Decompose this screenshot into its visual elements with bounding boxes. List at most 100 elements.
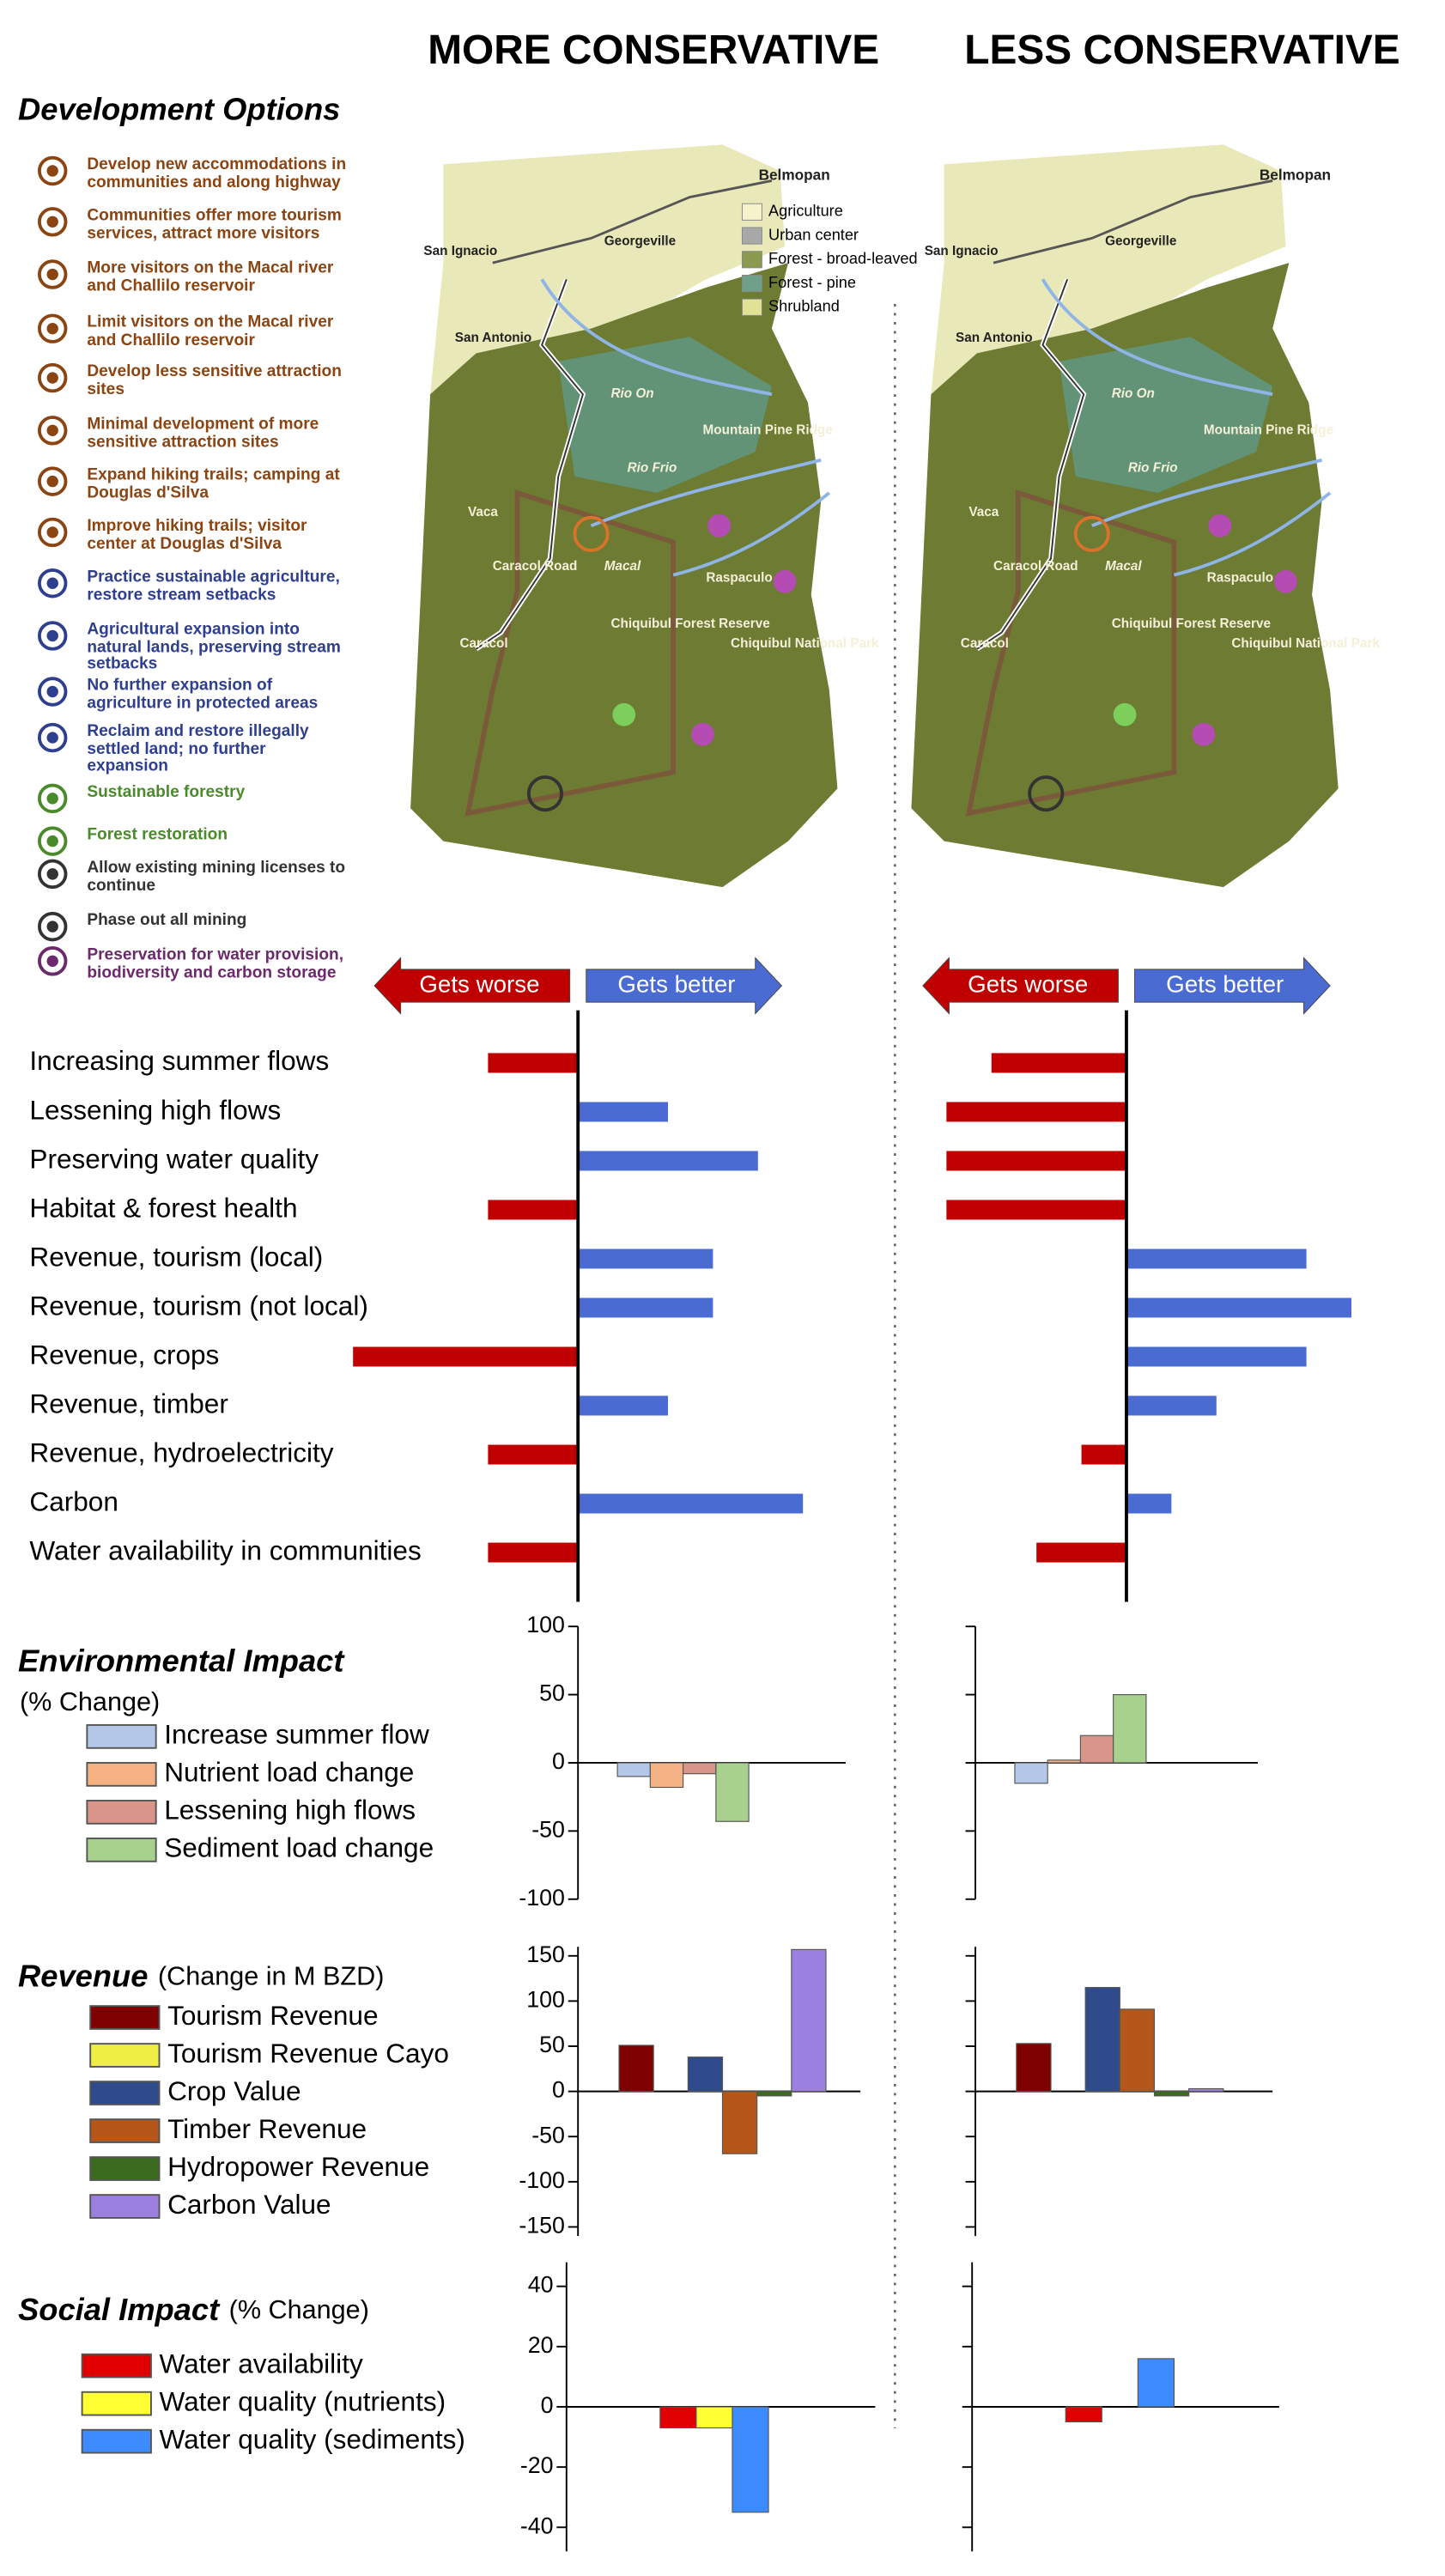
y-tick-label: 20 [528, 2332, 554, 2358]
option-label: Improve hiking trails; visitor center at… [87, 517, 307, 553]
category-label: Preserving water quality [29, 1143, 319, 1174]
legend-swatch [86, 1724, 157, 1749]
place-label: Mountain Pine Ridge [703, 422, 833, 437]
category-label: Revenue, tourism (local) [29, 1241, 323, 1272]
bar [1079, 1735, 1114, 1764]
bar [1119, 2008, 1156, 2093]
legend-label: Lessening high flows [164, 1795, 416, 1826]
option-label: Practice sustainable agriculture, restor… [87, 568, 340, 605]
bar [991, 1053, 1126, 1073]
y-tick-label: 0 [541, 2392, 554, 2418]
map-highway [993, 179, 1273, 264]
legend-label: Hydropower Revenue [167, 2151, 429, 2182]
chart-title-text: Revenue [18, 1958, 148, 1993]
map-pine [558, 337, 772, 493]
bar [721, 2091, 758, 2154]
y-tick-label: -50 [531, 2122, 565, 2148]
bar [1081, 1444, 1126, 1465]
chart-title: Environmental Impact [18, 1643, 345, 1678]
y-tick-label: 100 [526, 1612, 565, 1637]
y-tick-label: 40 [528, 2272, 554, 2298]
option-icon [37, 207, 68, 237]
option-icon-dot [46, 322, 58, 335]
map-agriculture [931, 144, 1286, 395]
bar [946, 1200, 1126, 1220]
map: Belmopan San Ignacio Georgeville San Antoni… [911, 144, 1380, 888]
bar [578, 1297, 713, 1318]
option-label: Preservation for water provision, biodiv… [87, 946, 344, 982]
map-reserve [965, 489, 1177, 817]
option-icon-dot [46, 372, 58, 384]
map-road-edge [976, 278, 1085, 650]
chart-title-text: Social Impact [18, 2292, 221, 2327]
place-label: San Antonio [956, 331, 1032, 345]
option-label: Forest restoration [87, 826, 228, 845]
bar [1153, 2091, 1190, 2097]
option-icon-dot [46, 216, 58, 228]
legend-swatch [89, 2194, 161, 2219]
place-label: Raspaculo [1207, 571, 1273, 586]
place-label: San Ignacio [423, 244, 497, 258]
y-tick-label: -100 [519, 2167, 565, 2193]
place-label: Chiquibul Forest Reserve [1112, 617, 1271, 631]
option-label: Reclaim and restore illegally settled la… [87, 722, 309, 776]
option-label: Minimal development of more sensitive at… [87, 416, 319, 452]
bar [695, 2406, 733, 2429]
option-icon-dot [46, 526, 58, 538]
place-label: San Ignacio [925, 244, 999, 258]
chart-subtitle: (% Change) [229, 2295, 369, 2324]
bar [1126, 1493, 1172, 1514]
option-label: No further expansion of agriculture in p… [87, 677, 319, 713]
bar [1126, 1395, 1217, 1416]
bar [1047, 1759, 1081, 1764]
option-label: Sustainable forestry [87, 783, 246, 802]
bar [353, 1346, 579, 1367]
legend-label: Water availability [160, 2348, 363, 2379]
category-label: Carbon [29, 1485, 118, 1516]
option-icon-dot [46, 268, 58, 281]
place-label: Georgeville [1105, 234, 1176, 248]
bar [1126, 1346, 1307, 1367]
scenario-header: MORE CONSERVATIVE [428, 27, 879, 73]
arrow-better [1134, 957, 1331, 1015]
land-cover-label: Forest - pine [768, 274, 856, 291]
bar [756, 2091, 792, 2097]
map-icon [1208, 513, 1232, 538]
option-icon-dot [46, 793, 58, 805]
map-river [1041, 278, 1332, 577]
map: Belmopan San Ignacio Georgeville San Antoni… [410, 144, 879, 888]
y-tick-label: -150 [519, 2213, 565, 2239]
place-label: Macal [1105, 559, 1142, 574]
option-icon [37, 568, 68, 598]
bar [732, 2406, 769, 2513]
bar [1014, 1762, 1048, 1784]
place-label: Chiquibul National Park [1231, 636, 1380, 651]
land-cover-label: Shrubland [768, 298, 840, 315]
map-icon [691, 722, 714, 746]
y-tick-label: -20 [520, 2452, 554, 2478]
place-label: Chiquibul National Park [731, 636, 879, 651]
y-tick-label: 100 [526, 1986, 565, 2012]
option-icon [37, 946, 68, 976]
legend-label: Crop Value [167, 2075, 301, 2106]
legend-swatch [81, 2428, 152, 2454]
bar [488, 1053, 579, 1073]
direction-label: Gets better [617, 970, 735, 997]
map-highway [492, 179, 773, 264]
place-label: Chiquibul Forest Reserve [610, 617, 769, 631]
legend-label: Water quality (nutrients) [160, 2385, 446, 2416]
place-label: San Antonio [455, 331, 531, 345]
legend-swatch [89, 2005, 161, 2030]
chart-title: Social Impact (% Change) [18, 2292, 369, 2327]
arrow-better [586, 957, 783, 1015]
place-label: Caracol [961, 636, 1009, 651]
place-label: Vaca [968, 505, 999, 519]
option-icon [37, 722, 68, 753]
option-label: Communities offer more tourism services,… [87, 207, 342, 243]
place-label: Macal [604, 559, 641, 574]
bar [946, 1151, 1126, 1171]
place-label: Belmopan [759, 166, 830, 183]
category-label: Revenue, hydroelectricity [29, 1437, 333, 1467]
bar [1065, 2406, 1102, 2423]
